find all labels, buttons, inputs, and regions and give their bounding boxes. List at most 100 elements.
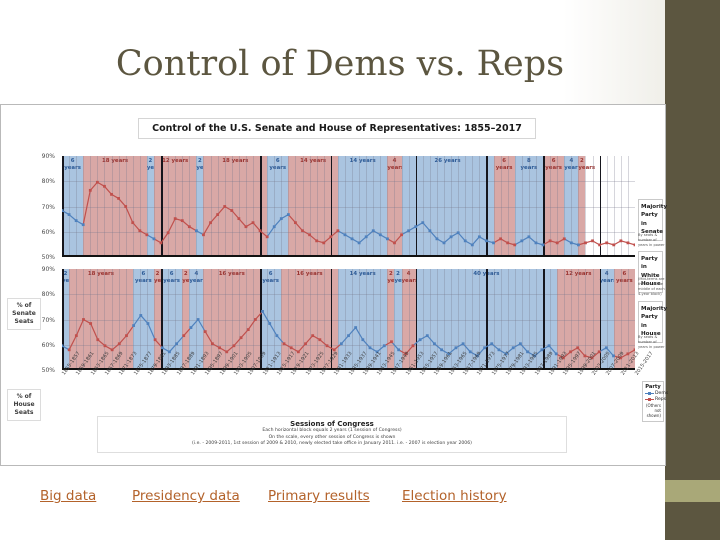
session-gridline (550, 156, 552, 257)
link-election-history[interactable]: Election history (402, 488, 507, 504)
session-gridline (175, 156, 177, 257)
session-gridline (451, 156, 453, 257)
session-gridline (217, 156, 219, 257)
session-gridline (168, 156, 170, 257)
session-gridline (422, 156, 424, 257)
control-duration-label: 6 years (495, 158, 513, 171)
control-band-reps (578, 156, 586, 257)
white-house-divider (543, 156, 545, 257)
control-band-reps (543, 156, 565, 257)
link-presidency-data[interactable]: Presidency data (132, 488, 240, 504)
session-gridline (302, 156, 304, 257)
control-band-dems (394, 269, 402, 370)
majority-seat-share-series (62, 180, 635, 247)
control-duration-label: 6 years (616, 271, 633, 284)
y-tick-label: 70% (41, 316, 55, 324)
session-gridline (514, 156, 516, 257)
session-gridline (337, 269, 339, 370)
y-tick-label: 50% (41, 367, 55, 374)
session-gridline (210, 156, 212, 257)
value-gridline (62, 344, 635, 346)
session-gridline (139, 156, 141, 257)
party-legend-item-reps: Reps (645, 397, 666, 402)
session-gridline (535, 156, 537, 257)
session-gridline (387, 156, 389, 257)
session-gridline (90, 156, 92, 257)
control-band-dems (514, 156, 544, 257)
session-gridline (337, 156, 339, 257)
session-gridline (436, 156, 438, 257)
value-gridline (62, 319, 635, 321)
y-tick-label: 80% (41, 291, 55, 299)
session-gridline (458, 269, 460, 370)
x-axis-title: Sessions of Congress Each horizontal blo… (97, 416, 567, 453)
session-gridline (118, 156, 120, 257)
control-band-reps (493, 156, 515, 257)
session-gridline (281, 269, 283, 370)
session-gridline (132, 269, 134, 370)
white-house-divider (599, 269, 602, 370)
session-gridline (373, 156, 375, 257)
session-gridline (146, 156, 148, 257)
session-gridline (585, 269, 587, 370)
session-gridline (104, 269, 106, 370)
control-duration-label: 4 years (599, 271, 617, 284)
session-gridline (69, 156, 71, 257)
white-house-divider (330, 156, 333, 257)
reps-line-marker-icon (645, 397, 654, 402)
control-duration-label: 16 years (296, 271, 323, 277)
session-gridline (267, 156, 269, 257)
white-house-divider (330, 269, 333, 370)
control-band-reps (288, 156, 338, 257)
session-gridline (613, 156, 615, 257)
slide-right-accent-bar-bottom (665, 502, 720, 540)
white-house-divider (599, 156, 602, 257)
legend-senate-box: Majority Party in Senate (638, 199, 667, 241)
session-gridline (76, 156, 78, 257)
session-gridline (189, 156, 191, 257)
session-gridline (253, 269, 254, 370)
session-gridline (479, 156, 481, 257)
session-gridline (521, 269, 523, 370)
session-gridline (295, 269, 297, 370)
y-tick-label: 90% (41, 266, 55, 273)
control-band-reps (387, 269, 395, 370)
control-duration-label: 14 years (300, 158, 327, 164)
session-gridline (189, 269, 191, 370)
control-band-reps (557, 269, 600, 370)
link-primary-results[interactable]: Primary results (268, 488, 370, 504)
session-gridline (97, 269, 99, 370)
session-gridline (373, 269, 375, 370)
control-duration-label: 6 years (262, 271, 280, 284)
value-gridline (62, 181, 635, 183)
link-big-data[interactable]: Big data (40, 488, 97, 504)
session-gridline (592, 156, 594, 257)
session-gridline (465, 269, 467, 370)
control-duration-label: 6 years (269, 158, 287, 171)
session-gridline (125, 269, 127, 370)
session-gridline (521, 156, 523, 257)
session-gridline (627, 269, 629, 370)
control-band-reps (203, 269, 261, 370)
x-axis-note-2: On the scale, every other session of Con… (268, 434, 396, 440)
y-tick-label: 60% (41, 341, 55, 349)
y-tick-label: 60% (41, 228, 55, 236)
session-gridline (182, 156, 184, 257)
session-gridline (104, 156, 106, 257)
control-duration-label: 12 years (162, 158, 189, 164)
session-gridline (436, 269, 438, 370)
control-band-dems (599, 269, 614, 370)
session-gridline (316, 269, 318, 370)
control-band-reps (69, 269, 133, 370)
chart-image: Control of the U.S. Senate and House of … (0, 104, 668, 466)
session-gridline (238, 269, 240, 370)
session-gridline (380, 269, 382, 370)
session-gridline (352, 156, 354, 257)
session-gridline (429, 269, 431, 370)
session-gridline (366, 269, 368, 370)
party-legend-label-reps: Reps (655, 397, 667, 402)
session-gridline (620, 269, 622, 370)
white-house-divider (415, 269, 418, 370)
control-duration-label: 18 years (87, 271, 114, 277)
